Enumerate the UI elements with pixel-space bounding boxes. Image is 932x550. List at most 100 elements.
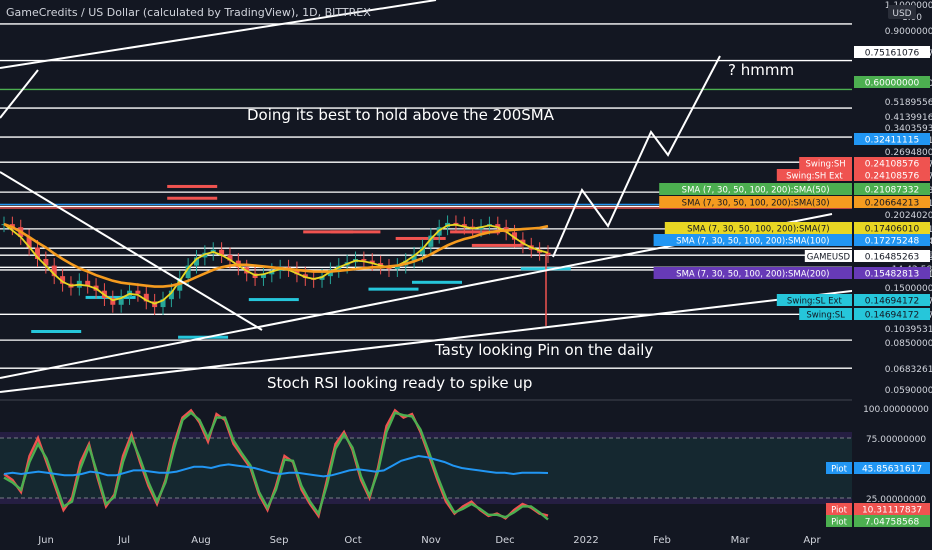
osc-tick-label: 100.00000000 xyxy=(863,405,929,415)
candle-body xyxy=(26,236,32,248)
price-axis-box xyxy=(854,267,930,279)
time-tick-label: Oct xyxy=(344,535,361,546)
candle-body xyxy=(419,246,425,255)
indicator-badge-label: Swing:SL Ext xyxy=(787,297,843,307)
indicator-badge xyxy=(804,250,852,262)
oscillator-axis[interactable]: 100.00000000 75.00000000 25.00000000 Piot 45… xyxy=(826,400,932,530)
osc-tick-label: 75.00000000 xyxy=(866,435,926,445)
candle-body xyxy=(269,270,275,275)
indicator-badges: Swing:SH Swing:SH Ext SMA (7, 30, 50, 100,… xyxy=(653,157,852,321)
indicator-badge-label: Swing:SH Ext xyxy=(786,172,843,182)
price-axis-box xyxy=(854,196,930,208)
osc-badge xyxy=(826,503,852,515)
candle-body xyxy=(160,299,166,308)
osc-badge-label: Piot xyxy=(831,506,848,516)
indicator-badge xyxy=(659,196,852,208)
price-axis-box-label: 0.15482813 xyxy=(865,270,919,280)
indicator-badge-label: SMA (7, 30, 50, 100, 200):SMA(200) xyxy=(676,270,829,280)
price-axis[interactable]: 1.100000001.000.900000000.751610760.6000… xyxy=(852,0,932,400)
candle-body xyxy=(327,269,333,277)
projection-path[interactable] xyxy=(552,55,721,258)
trendline-top[interactable] xyxy=(0,0,437,69)
indicator-badge-label: GAMEUSD xyxy=(807,253,851,263)
price-tick-label: 0.20240209 xyxy=(885,211,932,221)
price-axis-box xyxy=(854,222,930,234)
swing-high-marker xyxy=(471,243,522,247)
price-axis-box-label: 0.21087332 xyxy=(865,186,919,196)
price-axis-box-label: 0.14694172 xyxy=(865,297,919,307)
price-axis-box-label: 0.24108576 xyxy=(865,172,920,182)
annotation-pin: Tasty looking Pin on the daily xyxy=(434,341,653,359)
candle-body xyxy=(185,265,191,278)
trendline-descending[interactable] xyxy=(0,171,263,331)
candle-body xyxy=(294,269,300,275)
sma-line xyxy=(3,223,549,305)
time-axis[interactable]: Jun Jul Aug Sep Oct Nov Dec 2022 Feb Mar Apr xyxy=(0,530,932,550)
time-tick-label: Jul xyxy=(117,535,130,546)
time-tick-label: Feb xyxy=(653,535,671,546)
indicator-badge xyxy=(659,183,852,195)
indicator-badge xyxy=(653,267,852,279)
price-tick-label: 0.34035936 xyxy=(885,124,932,134)
swing-high-marker xyxy=(167,196,218,200)
price-axis-box xyxy=(854,294,930,306)
candle-body xyxy=(369,260,375,264)
price-axis-box xyxy=(854,169,930,181)
candle-body xyxy=(495,224,501,228)
candle-body xyxy=(428,235,434,247)
osc-value-box xyxy=(854,462,930,474)
time-axis-bg xyxy=(0,530,932,550)
indicator-badge-label: SMA (7, 30, 50, 100, 200):SMA(7) xyxy=(687,225,829,235)
price-candles xyxy=(1,215,551,326)
candle-body xyxy=(411,254,417,261)
candle-body xyxy=(60,276,66,284)
time-tick-label: Nov xyxy=(421,535,441,546)
price-axis-box-label: 0.75161076 xyxy=(865,49,920,59)
time-tick-label: Mar xyxy=(731,535,751,546)
osc-badge xyxy=(826,462,852,474)
indicator-badge-label: SMA (7, 30, 50, 100, 200):SMA(30) xyxy=(682,199,830,209)
price-tick-label: 0.10395314 xyxy=(885,325,932,335)
osc-badge xyxy=(826,515,852,527)
swing-high-marker xyxy=(330,230,381,234)
candle-body xyxy=(143,293,149,302)
price-axis-box xyxy=(854,76,930,88)
indicator-badge-label: SMA (7, 30, 50, 100, 200):SMA(100) xyxy=(676,237,829,247)
price-axis-box xyxy=(854,157,930,169)
price-axis-box-label: 0.24108576 xyxy=(865,160,920,170)
price-axis-box-label: 0.17275248 xyxy=(865,237,920,247)
price-axis-box-label: 0.14694172 xyxy=(865,311,919,321)
price-axis-box-label: 0.32411115 xyxy=(865,136,919,146)
currency-chip[interactable]: USD xyxy=(888,5,916,19)
trendline-left-short[interactable] xyxy=(0,69,39,119)
swing-high-marker xyxy=(167,184,218,188)
osc-oversold-band xyxy=(0,498,852,504)
annotation-hold-200sma: Doing its best to hold above the 200SMA xyxy=(247,106,555,124)
candle-body xyxy=(193,257,199,266)
indicator-badge xyxy=(776,294,852,306)
price-tick-label: 0.41399168 xyxy=(885,113,932,123)
currency-chip-bg xyxy=(888,5,916,19)
swing-low-marker xyxy=(85,295,136,299)
price-axis-box xyxy=(854,234,930,246)
price-tick-label: 0.26948004 xyxy=(885,148,932,158)
price-axis-box xyxy=(854,308,930,320)
horizontal-levels[interactable] xyxy=(0,23,852,369)
currency-label: USD xyxy=(892,9,911,19)
candle-body xyxy=(110,298,116,305)
candle-body xyxy=(85,280,91,286)
candle-body xyxy=(43,259,49,266)
annotation-hmmm: ? hmmm xyxy=(728,61,794,79)
price-axis-box xyxy=(854,46,930,58)
price-axis-box-label: 0.16485263 xyxy=(865,253,919,263)
trendline-lower-support[interactable] xyxy=(0,289,861,393)
osc-line xyxy=(3,411,549,521)
osc-badge-label: Piot xyxy=(831,465,848,475)
candle-body xyxy=(168,290,174,300)
candle-body xyxy=(227,255,233,261)
time-tick-label: Dec xyxy=(495,535,514,546)
candle-body xyxy=(461,224,467,227)
